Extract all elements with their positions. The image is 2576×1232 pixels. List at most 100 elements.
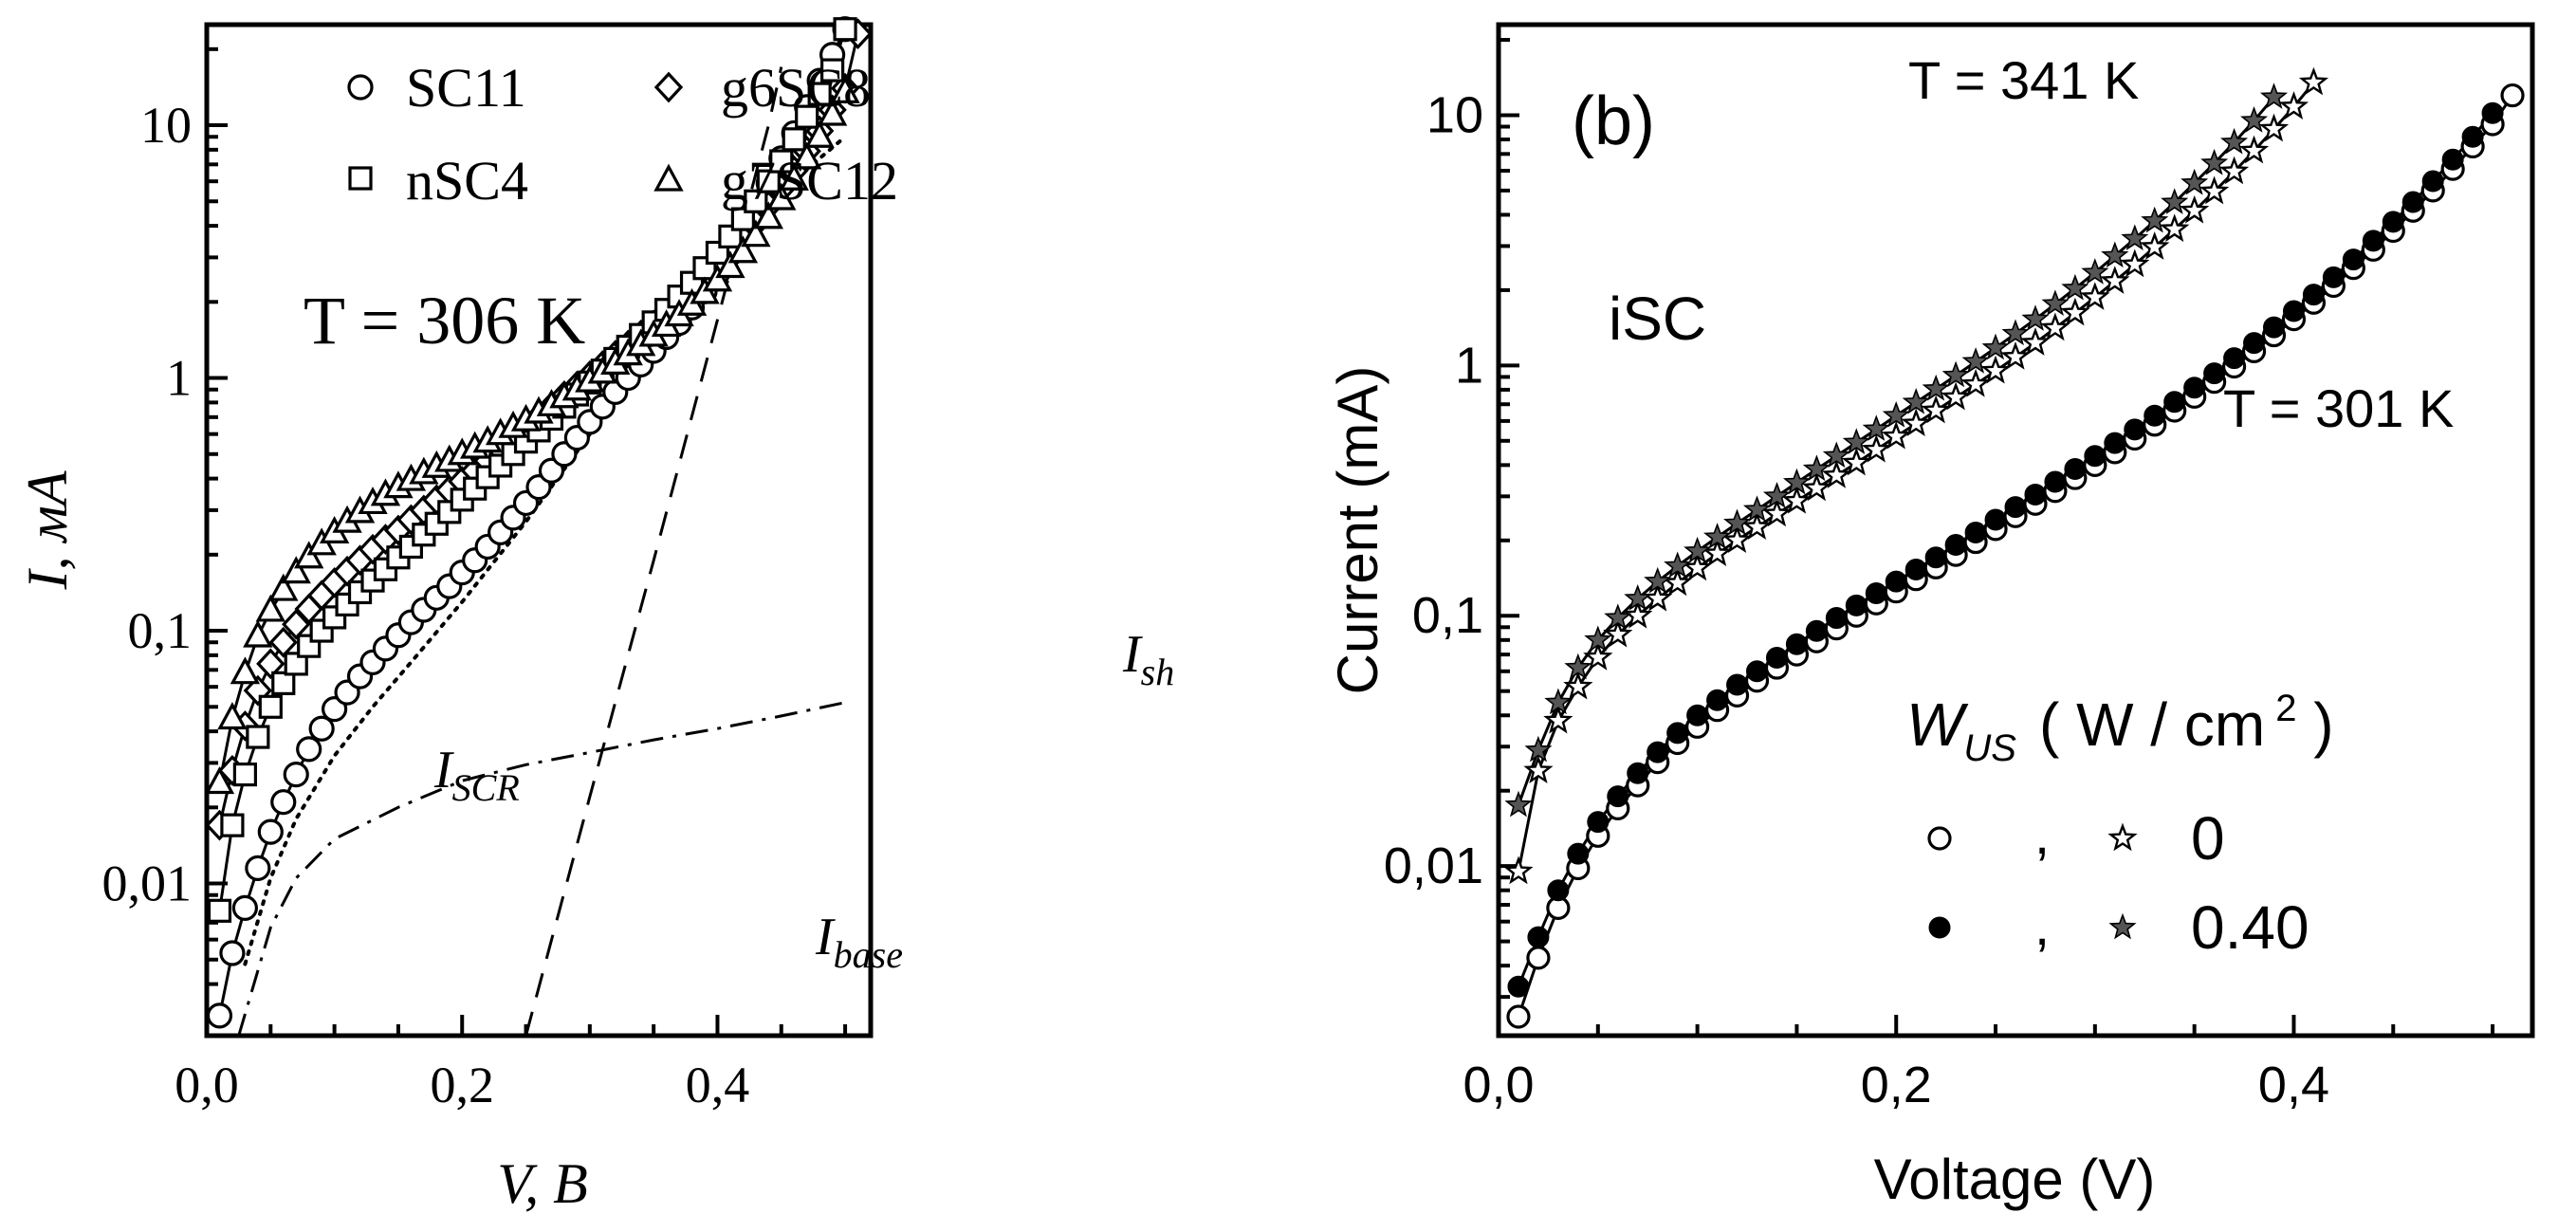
data-point-filled-star xyxy=(1922,374,1950,401)
data-point-filled-circle xyxy=(1765,646,1788,669)
legend-marker-diamond xyxy=(653,71,684,103)
panel-b-markers xyxy=(1503,66,2525,1029)
data-point-open-star xyxy=(1960,368,1991,397)
data-point-filled-circle xyxy=(2084,445,2107,468)
panel-b-sample-label: iSC xyxy=(1609,285,1706,353)
data-point-open-star xyxy=(1563,671,1593,700)
data-point-filled-circle xyxy=(2203,362,2226,385)
data-point-open-star xyxy=(2258,113,2290,142)
data-point-filled-circle xyxy=(1706,689,1729,711)
data-point-sc11 xyxy=(322,696,348,723)
data-point-g7sc12 xyxy=(753,201,783,230)
data-point-g7sc12 xyxy=(779,162,809,191)
data-point-open-star xyxy=(1523,755,1554,784)
data-point-g7sc12 xyxy=(766,182,797,211)
data-point-nsc4 xyxy=(807,82,832,106)
panel-a-ytick-label: 0,1 xyxy=(128,602,193,659)
data-point-nsc4 xyxy=(744,189,768,213)
data-point-filled-circle xyxy=(1904,559,1927,581)
legend-separator: , xyxy=(2034,895,2050,957)
data-point-filled-star xyxy=(1941,360,1970,388)
data-point-filled-star xyxy=(1624,584,1652,611)
data-point-filled-circle xyxy=(2362,230,2384,252)
panel-b-ytick-label: 0,1 xyxy=(1412,587,1483,644)
data-point-filled-star xyxy=(1862,414,1890,441)
data-point-filled-circle xyxy=(1984,508,2007,531)
data-point-filled-star xyxy=(2141,206,2169,233)
data-point-filled-circle xyxy=(2382,211,2404,233)
data-point-open-star xyxy=(1861,433,1891,463)
legend-marker-circle xyxy=(347,74,374,101)
panel-b-temperature-301: T = 301 K xyxy=(2223,378,2454,438)
data-point-filled-circle xyxy=(2461,125,2484,148)
data-point-nsc4 xyxy=(246,725,270,749)
panel-a-x-axis-title: V, В xyxy=(497,1152,588,1215)
data-point-filled-star xyxy=(2240,106,2269,133)
data-point-open-star xyxy=(1801,472,1831,502)
panel-b-y-axis-title: Current (mA) xyxy=(1326,366,1389,695)
data-point-open-star xyxy=(1881,420,1911,450)
legend-separator: , xyxy=(2034,804,2050,866)
legend-label-0: 0 xyxy=(2191,804,2225,873)
data-point-filled-circle xyxy=(2282,300,2305,322)
data-point-open-star xyxy=(1583,641,1613,671)
data-point-filled-star xyxy=(2121,224,2149,251)
data-point-open-star xyxy=(1761,498,1793,527)
data-point-g7sc12 xyxy=(830,75,860,103)
data-point-filled-star xyxy=(2101,241,2129,268)
data-point-open-star xyxy=(2120,248,2150,278)
data-point-filled-circle xyxy=(1587,811,1610,834)
data-point-g6sc8 xyxy=(268,626,298,658)
legend-label-040: 0.40 xyxy=(2191,893,2309,962)
data-point-filled-star xyxy=(1782,468,1811,495)
data-point-open-star xyxy=(1721,524,1753,554)
data-point-filled-circle xyxy=(2163,391,2186,414)
legend-marker-square xyxy=(348,166,373,191)
model-curve-i-base xyxy=(524,66,783,1037)
data-point-filled-circle xyxy=(1627,762,1649,784)
legend-label-nsc4: nSC4 xyxy=(406,150,528,211)
data-point-open-star xyxy=(1543,705,1573,734)
data-point-g6sc8 xyxy=(256,648,285,680)
data-point-open-star xyxy=(1821,460,1851,488)
data-point-open-star xyxy=(1841,447,1871,476)
data-point-open-star xyxy=(1781,485,1812,514)
data-point-filled-star xyxy=(1544,688,1573,715)
data-point-filled-circle xyxy=(2322,266,2345,288)
filled-circle-icon xyxy=(1928,916,1951,939)
open-circle-icon xyxy=(1927,826,1952,851)
data-point-filled-circle xyxy=(1924,546,1947,569)
data-point-sc11 xyxy=(245,855,271,881)
panel-a-markers xyxy=(204,16,873,1029)
panel-b-ticks xyxy=(1497,38,2495,1036)
data-point-filled-circle xyxy=(1666,722,1689,745)
data-point-filled-star xyxy=(2081,258,2109,285)
data-point-open-star xyxy=(2080,282,2110,310)
data-point-g7sc12 xyxy=(792,141,822,170)
legend-marker-open-star xyxy=(2107,822,2138,852)
data-point-g6sc8 xyxy=(282,608,311,640)
data-point-open-star xyxy=(2140,231,2170,260)
open-star-icon xyxy=(2107,822,2138,852)
data-point-filled-star xyxy=(2200,148,2229,175)
data-point-filled-circle xyxy=(1746,660,1768,683)
panel-b-ytick-label: 1 xyxy=(1455,337,1483,394)
data-point-nsc4 xyxy=(258,694,283,719)
data-point-filled-circle xyxy=(1567,842,1590,865)
panel-b-ytick-label: 10 xyxy=(1426,86,1483,143)
legend-marker-open-circle xyxy=(1927,826,1952,851)
data-point-open-star xyxy=(1941,381,1971,411)
data-point-filled-star xyxy=(1762,482,1791,508)
panel-b: 0,01 0,1 1 10 0,0 0,2 0,4 Voltage (V) Cu… xyxy=(1326,22,2535,1211)
data-point-g7sc12 xyxy=(294,541,324,569)
panel-b-xtick-label: 0,4 xyxy=(2258,1057,2329,1113)
data-point-filled-circle xyxy=(1647,741,1669,763)
data-point-open-circle xyxy=(1506,1004,1531,1029)
panel-b-legend: WUS( W / cm 2 ) , 0 , 0.40 xyxy=(1906,688,2334,962)
data-point-filled-circle xyxy=(1547,879,1570,902)
data-point-nsc4 xyxy=(820,58,845,83)
panel-b-ytick-label: 0,01 xyxy=(1384,837,1483,894)
data-point-sc11 xyxy=(525,474,552,501)
data-point-open-star xyxy=(2218,156,2250,185)
